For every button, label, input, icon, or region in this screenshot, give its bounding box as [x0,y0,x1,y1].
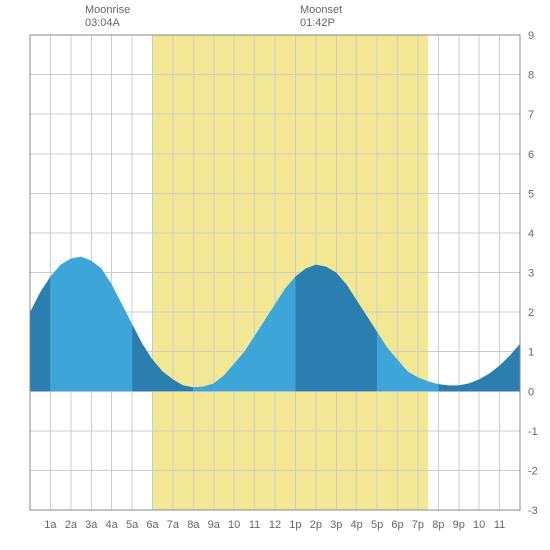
x-tick-label: 3a [85,519,98,531]
x-tick-label: 11 [494,519,505,531]
x-tick-label: 10 [473,519,485,531]
moonset-label: Moonset [300,4,342,16]
x-tick-label: 4a [106,519,119,531]
y-tick-label: 0 [528,386,534,398]
y-tick-label: 1 [528,347,534,359]
x-tick-label: 3p [330,519,342,531]
y-tick-label: 7 [528,109,534,121]
x-tick-label: 9p [453,519,465,531]
moonrise-time: 03:04A [85,17,120,29]
x-tick-label: 8a [187,519,200,531]
y-tick-label: 5 [528,188,534,200]
x-tick-label: 1p [289,519,301,531]
x-tick-label: 2p [310,519,322,531]
x-tick-label: 10 [228,519,240,531]
x-tick-label: 7a [167,519,180,531]
x-tick-label: 5p [371,519,383,531]
x-tick-label: 6a [146,519,159,531]
x-tick-label: 7p [412,519,424,531]
x-tick-label: 9a [208,519,221,531]
x-tick-label: 8p [432,519,444,531]
y-tick-label: 3 [528,268,534,280]
x-tick-label: 12 [269,519,281,531]
y-tick-label: -1 [528,426,538,438]
x-tick-label: 1a [44,519,57,531]
y-tick-label: -2 [528,465,538,477]
chart-svg: -3-2-101234567891a2a3a4a5a6a7a8a9a101112… [0,0,550,550]
moonset-time: 01:42P [300,17,335,29]
y-tick-label: 4 [528,228,534,240]
x-tick-label: 5a [126,519,139,531]
y-tick-label: 8 [528,70,534,82]
y-tick-label: -3 [528,505,538,517]
moonrise-label: Moonrise [85,4,130,16]
y-tick-label: 6 [528,149,534,161]
y-tick-label: 9 [528,30,534,42]
x-tick-label: 6p [391,519,403,531]
x-tick-label: 11 [249,519,260,531]
x-tick-label: 2a [65,519,78,531]
tide-chart: Moonrise 03:04A Moonset 01:42P -3-2-1012… [0,0,550,550]
y-tick-label: 2 [528,307,534,319]
x-tick-label: 4p [351,519,363,531]
